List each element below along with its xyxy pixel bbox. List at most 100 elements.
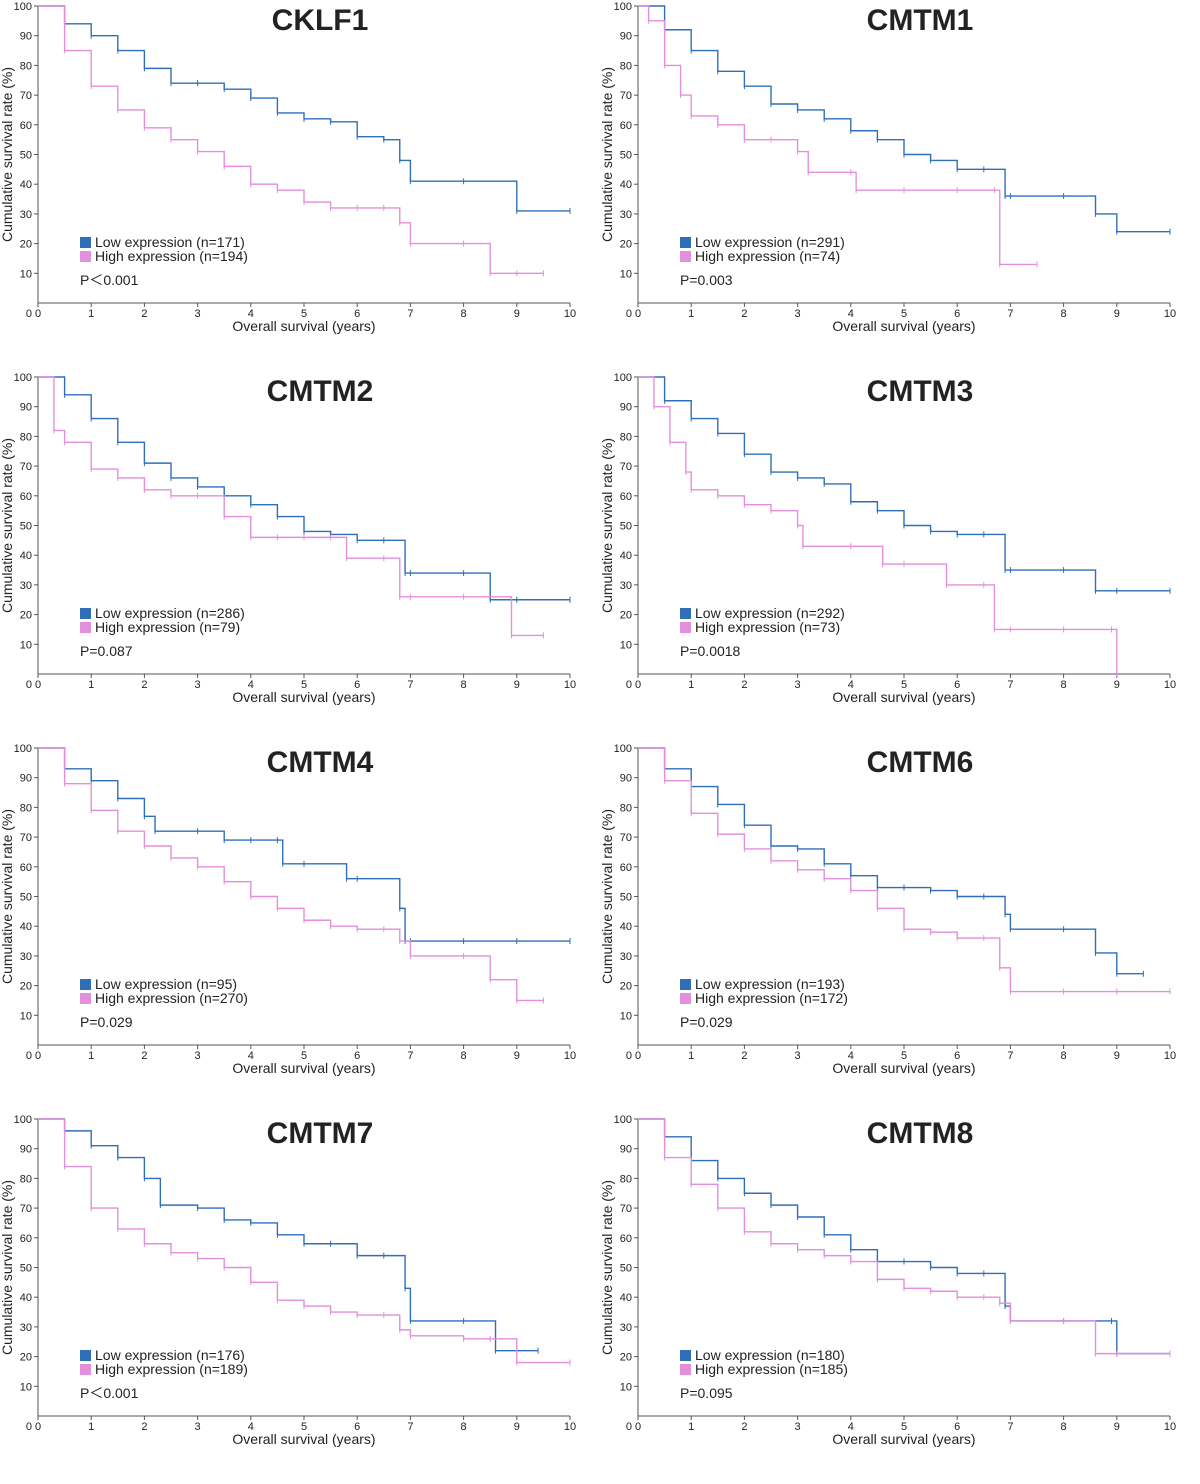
y-tick-label: 90 xyxy=(20,773,32,785)
x-tick-label: 4 xyxy=(848,1421,854,1433)
x-tick-label: 2 xyxy=(741,1421,747,1433)
y-tick-label: 100 xyxy=(14,1114,32,1126)
p-value-label: P=0.0018 xyxy=(680,643,741,659)
y-tick-label: 50 xyxy=(20,1263,32,1275)
legend-label: High expression (n=270) xyxy=(95,990,248,1006)
km-panel-cmtm4: 0 1 2 3 4 5 6 7 8 9 10 10 20 30 40 50 60 70 80 90 100 0 Overal… xyxy=(0,742,600,1113)
legend-swatch-low xyxy=(80,237,91,248)
y-tick-label: 50 xyxy=(620,892,632,904)
legend-label: High expression (n=73) xyxy=(695,619,840,635)
x-tick-label: 1 xyxy=(688,679,694,691)
legend-swatch-low xyxy=(680,979,691,990)
y-tick-label: 90 xyxy=(20,402,32,414)
y-tick-label: 20 xyxy=(620,1352,632,1364)
chart-title: CMTM1 xyxy=(867,4,974,37)
x-tick-label: 7 xyxy=(407,1421,413,1433)
km-panel-cmtm7: 0 1 2 3 4 5 6 7 8 9 10 10 20 30 40 50 60 70 80 90 100 0 Overal… xyxy=(0,1113,600,1484)
y-tick-label: 100 xyxy=(614,1114,632,1126)
y-tick-label: 60 xyxy=(620,1233,632,1245)
x-tick-label: 9 xyxy=(1114,308,1120,320)
x-tick-label: 9 xyxy=(514,1050,520,1062)
km-chart-svg: 0 1 2 3 4 5 6 7 8 9 10 10 20 30 40 50 60 70 80 90 100 0 Overal… xyxy=(600,1114,1176,1447)
legend-swatch-high xyxy=(680,993,691,1004)
legend-swatch-high xyxy=(80,1364,91,1375)
survival-curve-low xyxy=(638,1118,1170,1355)
y-axis-label: Cumulative survival rate (%) xyxy=(0,67,15,242)
origin-tick-label: 0 xyxy=(626,1421,632,1433)
x-tick-label: 7 xyxy=(1007,1421,1013,1433)
km-chart-svg: 0 1 2 3 4 5 6 7 8 9 10 10 20 30 40 50 60 70 80 90 100 0 Overal… xyxy=(0,372,576,705)
legend-swatch-high xyxy=(80,993,91,1004)
y-tick-label: 100 xyxy=(14,372,32,384)
y-tick-label: 70 xyxy=(620,832,632,844)
origin-tick-label: 0 xyxy=(626,679,632,691)
x-tick-label: 0 xyxy=(35,308,41,320)
x-tick-label: 10 xyxy=(1164,679,1176,691)
x-tick-label: 10 xyxy=(564,1050,576,1062)
x-tick-label: 0 xyxy=(35,1050,41,1062)
survival-curve-low xyxy=(38,376,570,601)
x-tick-label: 3 xyxy=(795,1050,801,1062)
y-tick-label: 50 xyxy=(20,892,32,904)
x-tick-label: 2 xyxy=(141,679,147,691)
y-tick-label: 20 xyxy=(20,1352,32,1364)
x-tick-label: 3 xyxy=(795,1421,801,1433)
x-tick-label: 5 xyxy=(301,679,307,691)
legend-label: Low expression (n=180) xyxy=(695,1347,845,1363)
y-tick-label: 60 xyxy=(20,1233,32,1245)
x-tick-label: 9 xyxy=(1114,679,1120,691)
y-tick-label: 60 xyxy=(620,120,632,132)
x-tick-label: 9 xyxy=(1114,1050,1120,1062)
x-tick-label: 5 xyxy=(301,1421,307,1433)
x-tick-label: 5 xyxy=(301,1050,307,1062)
y-tick-label: 100 xyxy=(14,743,32,755)
chart-title: CMTM3 xyxy=(867,375,974,408)
x-tick-label: 9 xyxy=(1114,1421,1120,1433)
x-tick-label: 1 xyxy=(88,308,94,320)
km-chart-svg: 0 1 2 3 4 5 6 7 8 9 10 10 20 30 40 50 60 70 80 90 100 0 Overal… xyxy=(0,1,576,334)
legend-label: High expression (n=79) xyxy=(95,619,240,635)
x-axis-label: Overall survival (years) xyxy=(832,1431,975,1447)
x-tick-label: 6 xyxy=(354,1050,360,1062)
survival-curve-high xyxy=(38,376,544,637)
x-tick-label: 4 xyxy=(248,1421,254,1433)
x-tick-label: 2 xyxy=(141,1050,147,1062)
y-tick-label: 50 xyxy=(620,1263,632,1275)
x-tick-label: 8 xyxy=(461,1421,467,1433)
x-tick-label: 10 xyxy=(1164,308,1176,320)
legend-label: Low expression (n=176) xyxy=(95,1347,245,1363)
y-tick-label: 50 xyxy=(20,521,32,533)
y-tick-label: 30 xyxy=(620,951,632,963)
survival-curve-high xyxy=(638,5,1037,266)
x-tick-label: 5 xyxy=(901,308,907,320)
chart-title: CMTM7 xyxy=(267,1117,374,1150)
km-chart-svg: 0 1 2 3 4 5 6 7 8 9 10 10 20 30 40 50 60 70 80 90 100 0 Overal… xyxy=(0,1114,576,1447)
x-tick-label: 6 xyxy=(954,679,960,691)
x-axis-label: Overall survival (years) xyxy=(232,1060,375,1076)
y-tick-label: 80 xyxy=(20,1173,32,1185)
x-tick-label: 10 xyxy=(1164,1421,1176,1433)
y-tick-label: 60 xyxy=(620,862,632,874)
y-tick-label: 10 xyxy=(620,1381,632,1393)
y-tick-label: 30 xyxy=(620,580,632,592)
km-panel-cklf1: 0 1 2 3 4 5 6 7 8 9 10 10 20 30 40 50 60 70 80 90 100 0 Overal… xyxy=(0,0,600,371)
y-tick-label: 30 xyxy=(20,580,32,592)
y-tick-label: 90 xyxy=(620,1144,632,1156)
y-axis-label: Cumulative survival rate (%) xyxy=(0,809,15,984)
y-tick-label: 60 xyxy=(20,491,32,503)
legend-label: Low expression (n=193) xyxy=(695,976,845,992)
x-tick-label: 4 xyxy=(848,679,854,691)
origin-tick-label: 0 xyxy=(26,1050,32,1062)
origin-tick-label: 0 xyxy=(26,679,32,691)
y-tick-label: 40 xyxy=(20,550,32,562)
y-tick-label: 10 xyxy=(20,268,32,280)
x-tick-label: 2 xyxy=(141,308,147,320)
legend-swatch-high xyxy=(680,251,691,262)
x-tick-label: 4 xyxy=(848,1050,854,1062)
y-tick-label: 100 xyxy=(614,1,632,13)
legend-label: High expression (n=189) xyxy=(95,1361,248,1377)
legend-swatch-low xyxy=(680,1350,691,1361)
survival-curve-low xyxy=(638,5,1170,233)
legend-label: High expression (n=172) xyxy=(695,990,848,1006)
y-tick-label: 20 xyxy=(20,981,32,993)
